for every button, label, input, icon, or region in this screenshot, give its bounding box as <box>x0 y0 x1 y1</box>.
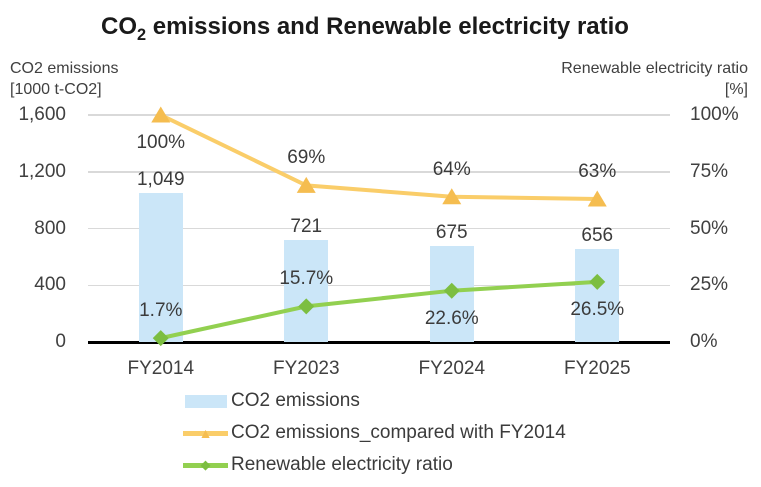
line-data-label: 100% <box>136 132 186 153</box>
diamond-marker-icon: ◆ <box>200 457 211 472</box>
right-axis-tick: 0% <box>690 331 718 352</box>
triangle-marker-icon: ▲ <box>198 425 213 441</box>
line-swatch-icon <box>183 463 228 468</box>
triangle-marker-icon <box>442 188 462 205</box>
left-axis-tick: 0 <box>55 331 66 352</box>
right-axis-tick: 25% <box>690 274 729 296</box>
series-line-diamond <box>160 279 598 341</box>
right-axis-title-line1: Renewable electricity ratio <box>561 60 748 77</box>
bar-swatch-icon <box>185 395 227 408</box>
left-axis-title-line2: [1000 t-CO2] <box>10 81 102 98</box>
bar-value-label: 1,049 <box>136 169 185 191</box>
chart-title-pre: CO <box>101 13 138 40</box>
chart-title-subscript: 2 <box>137 25 147 44</box>
line-data-label: 22.6% <box>424 307 479 329</box>
category-label: FY2023 <box>272 358 340 379</box>
gridline <box>88 227 670 230</box>
bar <box>575 248 620 342</box>
left-axis-tick: 400 <box>34 274 66 296</box>
legend-label: CO2 emissions_compared with FY2014 <box>231 422 566 443</box>
left-axis-tick: 800 <box>34 217 66 239</box>
bar <box>284 239 329 342</box>
category-label: FY2025 <box>563 358 631 379</box>
legend-bar-swatch-icon <box>183 390 228 412</box>
left-axis-title: CO2 emissions [1000 t-CO2] <box>10 58 118 100</box>
gridline <box>88 114 670 116</box>
chart-title: CO2 emissions and Renewable electricity … <box>0 13 730 45</box>
legend-line-swatch-icon: ▲ <box>183 422 228 444</box>
line-data-label: 15.7% <box>279 268 334 290</box>
left-axis-title-line1: CO2 emissions <box>10 60 119 77</box>
x-axis-line <box>88 340 670 344</box>
left-axis-tick: 1,200 <box>18 160 66 182</box>
line-swatch-icon <box>183 431 228 436</box>
chart-title-post: emissions and Renewable electricity rati… <box>146 13 629 40</box>
legend-label: Renewable electricity ratio <box>231 454 453 475</box>
legend: CO2 emissions ▲ CO2 emissions_compared wit… <box>183 390 566 486</box>
legend-item: ◆ Renewable electricity ratio <box>183 454 566 476</box>
category-label: FY2024 <box>418 358 486 379</box>
bar-value-label: 656 <box>581 224 614 246</box>
right-axis-tick: 50% <box>690 217 729 239</box>
bar-value-label: 721 <box>290 215 323 237</box>
right-axis-tick: 100% <box>690 104 739 125</box>
legend-item: ▲ CO2 emissions_compared with FY2014 <box>183 422 566 444</box>
triangle-marker-icon <box>296 176 316 193</box>
legend-item: CO2 emissions <box>183 390 566 412</box>
legend-label: CO2 emissions <box>231 390 360 411</box>
left-axis-tick: 1,600 <box>18 104 66 125</box>
line-data-label: 26.5% <box>570 298 625 320</box>
triangle-marker-icon <box>587 190 607 207</box>
legend-line-swatch-icon: ◆ <box>183 454 228 476</box>
series-line-triangle <box>159 113 598 201</box>
right-axis-title-line2: [%] <box>724 81 748 98</box>
right-axis-tick: 75% <box>690 160 729 182</box>
right-axis-title: Renewable electricity ratio [%] <box>561 58 748 100</box>
line-data-label: 63% <box>578 160 617 182</box>
line-data-label: 69% <box>287 147 326 169</box>
line-data-label: 64% <box>432 158 471 180</box>
line-data-label: 1.7% <box>139 300 183 322</box>
category-label: FY2014 <box>127 358 195 379</box>
bar-value-label: 675 <box>435 222 468 244</box>
